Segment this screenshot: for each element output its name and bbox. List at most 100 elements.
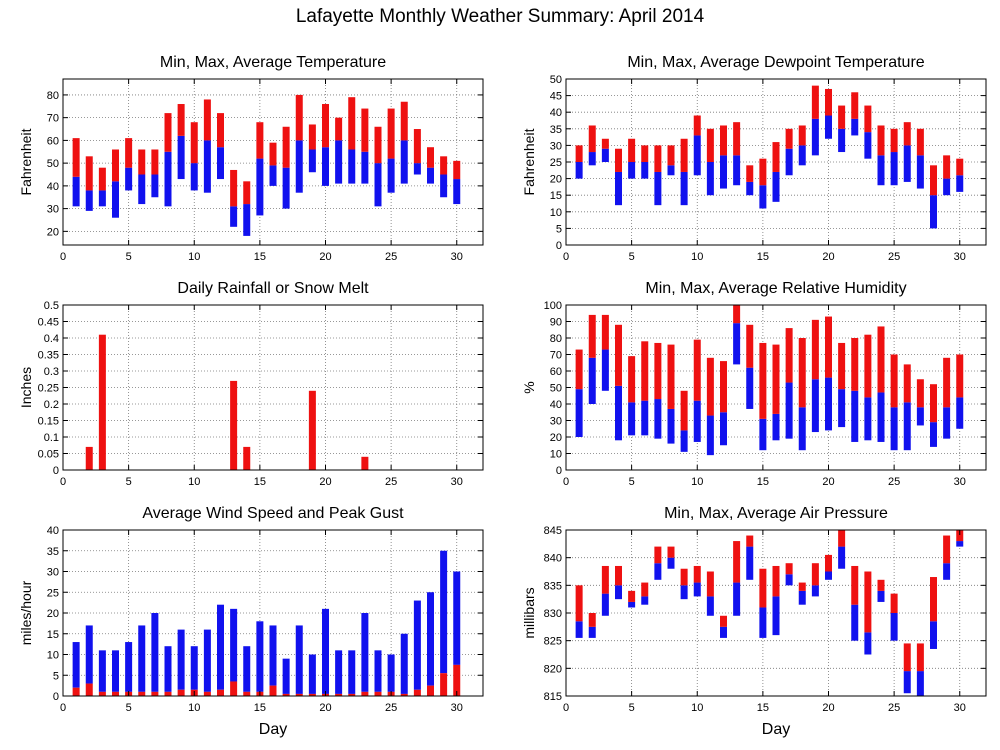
bar-avg-to-max <box>348 97 356 150</box>
bar-avg-wind <box>151 691 159 696</box>
bar-avg-to-max <box>667 145 675 166</box>
bar-avg-to-max <box>628 590 636 602</box>
y-tick-label: 50 <box>550 383 562 395</box>
chart-title: Min, Max, Average Air Pressure <box>664 505 888 522</box>
bar-min-to-avg <box>427 167 434 184</box>
bar-min-to-avg <box>217 147 224 180</box>
bar-peak-gust <box>361 613 369 692</box>
bar-avg-wind <box>282 693 290 696</box>
x-tick-label: 30 <box>451 476 463 488</box>
y-tick-label: 10 <box>550 207 562 219</box>
y-tick-label: 0.05 <box>38 449 59 461</box>
bar-min-to-avg <box>877 590 885 602</box>
y-tick-label: 20 <box>550 174 562 186</box>
y-tick-label: 0 <box>53 465 59 477</box>
x-tick-label: 5 <box>126 476 132 488</box>
bar-min-to-avg <box>601 593 609 616</box>
bar-min-to-avg <box>890 407 898 451</box>
bar-min-to-avg <box>588 626 596 638</box>
y-tick-label: 10 <box>47 650 59 662</box>
bar-avg-to-max <box>575 349 583 390</box>
bar-avg-to-max <box>588 125 596 153</box>
y-tick-label: 40 <box>47 525 59 537</box>
x-tick-label: 10 <box>691 251 703 263</box>
bar-min-to-avg <box>811 379 819 433</box>
bar-avg-to-max <box>654 145 662 172</box>
y-axis-label: millibars <box>521 587 537 638</box>
x-tick-label: 25 <box>385 476 397 488</box>
bar-min-to-avg <box>733 582 741 616</box>
x-tick-label: 30 <box>954 251 966 263</box>
bar-avg-to-max <box>654 342 662 400</box>
bar-avg-to-max <box>759 342 767 419</box>
bar-min-to-avg <box>943 407 951 439</box>
bar-avg-to-max <box>282 126 290 168</box>
bar-min-to-avg <box>641 162 649 179</box>
x-tick-label: 5 <box>629 702 635 714</box>
bar-avg-to-max <box>693 339 701 401</box>
bar-peak-gust <box>190 646 198 690</box>
bar-avg-wind <box>453 664 461 696</box>
bar-avg-to-max <box>453 160 461 180</box>
bar-min-to-avg <box>243 204 251 236</box>
bar-avg-to-max <box>733 305 741 324</box>
bar-avg-to-max <box>930 384 937 423</box>
y-axis-label: Fahrenheit <box>521 128 537 195</box>
bar-avg-to-max <box>903 122 911 146</box>
bar-min-to-avg <box>706 415 714 456</box>
y-tick-label: 15 <box>550 190 562 202</box>
x-tick-label: 30 <box>451 251 463 263</box>
bar-min-to-avg <box>956 175 964 192</box>
bar-min-to-avg <box>680 171 688 206</box>
y-tick-label: 0 <box>53 691 59 703</box>
bar-min-to-avg <box>772 413 780 441</box>
bar-min-to-avg <box>759 185 767 209</box>
y-tick-label: 0.45 <box>38 317 59 329</box>
bar-avg-to-max <box>706 357 714 416</box>
bar-avg-to-max <box>825 88 832 116</box>
x-tick-label: 30 <box>954 476 966 488</box>
bar-avg-to-max <box>190 122 198 164</box>
x-axis-label: Day <box>762 721 790 738</box>
bar-min-to-avg <box>943 563 951 580</box>
bar-avg-to-max <box>772 344 780 414</box>
bar-min-to-avg <box>759 418 767 451</box>
x-tick-label: 10 <box>188 476 200 488</box>
x-tick-label: 15 <box>757 251 769 263</box>
bar-min-to-avg <box>890 613 898 641</box>
x-tick-label: 25 <box>888 251 900 263</box>
bar-avg-to-max <box>838 530 846 547</box>
x-tick-label: 0 <box>60 476 66 488</box>
y-tick-label: 30 <box>47 204 59 216</box>
bar-min-to-avg <box>838 546 846 569</box>
bar-peak-gust <box>348 650 356 694</box>
bar-min-to-avg <box>720 412 727 446</box>
bar-avg-wind <box>413 689 421 696</box>
x-tick-label: 30 <box>954 702 966 714</box>
bar-avg-to-max <box>798 582 806 591</box>
bar-min-to-avg <box>877 392 885 442</box>
bar-peak-gust <box>269 625 277 686</box>
y-tick-label: 50 <box>550 74 562 86</box>
chart-dewpoint: Min, Max, Average Dewpoint Temperature 0 5… <box>521 54 987 263</box>
y-tick-label: 20 <box>47 608 59 620</box>
y-tick-label: 40 <box>47 181 59 193</box>
bar-avg-to-max <box>387 108 395 159</box>
bar-min-to-avg <box>615 171 622 206</box>
bar-min-to-avg <box>125 167 133 191</box>
bar-peak-gust <box>112 650 119 692</box>
chart-title: Min, Max, Average Temperature <box>160 54 386 71</box>
x-tick-label: 0 <box>60 702 66 714</box>
bar-min-to-avg <box>798 145 806 166</box>
bar-peak-gust <box>295 625 303 694</box>
bar-avg-to-max <box>877 326 885 393</box>
bar-rainfall <box>85 446 93 470</box>
bar-avg-to-max <box>335 117 343 141</box>
bar-avg-to-max <box>654 546 662 564</box>
bar-avg-to-max <box>956 530 964 542</box>
bar-avg-to-max <box>733 541 741 583</box>
bar-min-to-avg <box>851 604 859 641</box>
y-tick-label: 20 <box>47 226 59 238</box>
bar-avg-to-max <box>838 342 846 390</box>
y-tick-label: 825 <box>544 636 562 648</box>
